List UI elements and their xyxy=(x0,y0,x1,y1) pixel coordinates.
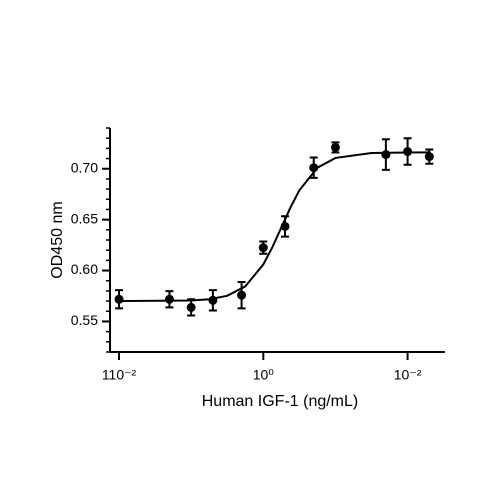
y-tick-label: 0.55 xyxy=(71,312,98,328)
y-tick-label: 0.70 xyxy=(71,159,98,175)
y-tick-label: 0.60 xyxy=(71,261,98,277)
point xyxy=(424,152,434,162)
x-axis-label: Human IGF-1 (ng/mL) xyxy=(202,393,358,410)
point xyxy=(208,295,218,305)
x-tick-label: 10⁰ xyxy=(253,367,275,383)
point xyxy=(164,294,174,304)
point xyxy=(381,150,391,160)
point xyxy=(237,290,247,300)
x-tick-label: 10⁻² xyxy=(394,367,422,383)
y-axis-label: OD450 nm xyxy=(49,201,66,278)
point xyxy=(280,221,290,231)
point xyxy=(258,243,268,253)
point xyxy=(186,302,196,312)
point xyxy=(309,163,319,173)
y-tick-label: 0.65 xyxy=(71,210,98,226)
point xyxy=(114,294,124,304)
point xyxy=(330,142,340,152)
x-tick-label: 110⁻² xyxy=(102,367,137,383)
point xyxy=(403,147,413,157)
fit-curve xyxy=(119,151,430,303)
